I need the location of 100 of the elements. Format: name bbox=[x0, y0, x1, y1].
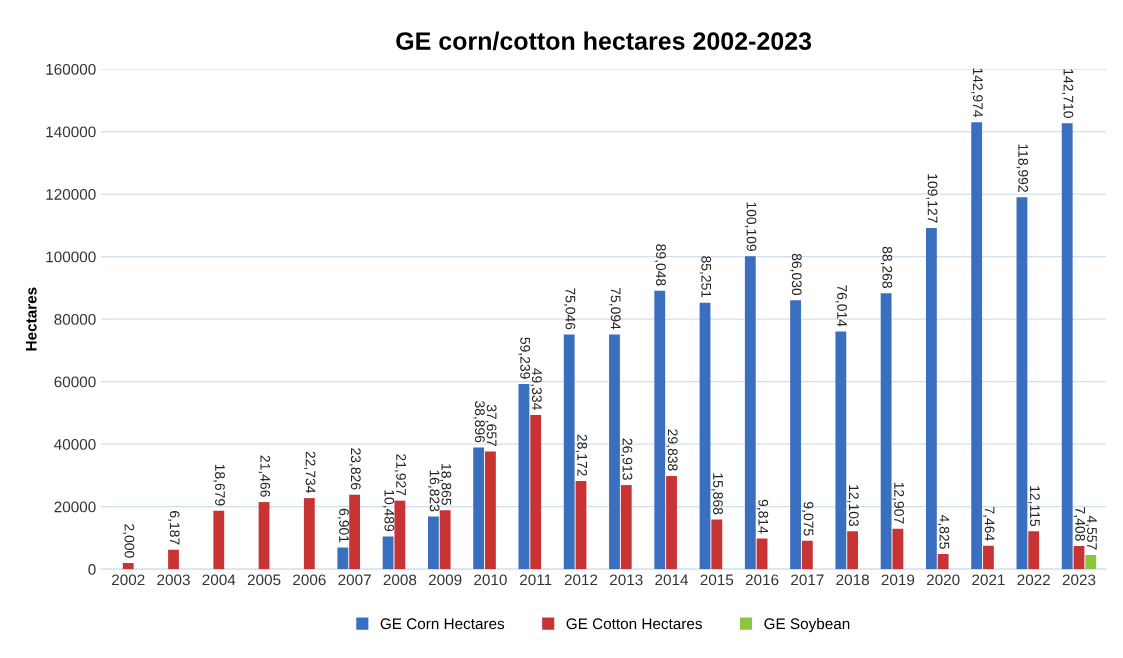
bar bbox=[518, 384, 530, 570]
chart-title: GE corn/cotton hectares 2002-2023 bbox=[396, 31, 812, 51]
x-tick-label: 2007 bbox=[338, 574, 371, 586]
data-label: 12,103 bbox=[847, 485, 859, 527]
x-tick-label: 2008 bbox=[383, 574, 417, 586]
y-tick-label: 160000 bbox=[46, 63, 96, 75]
bar bbox=[666, 475, 677, 570]
x-tick-label: 2002 bbox=[112, 574, 145, 586]
y-tick-label: 120000 bbox=[46, 188, 96, 200]
bar bbox=[1073, 546, 1085, 570]
bar bbox=[427, 516, 439, 570]
data-label: 109,127 bbox=[926, 174, 938, 223]
data-label: 29,838 bbox=[666, 429, 678, 471]
data-label: 12,907 bbox=[892, 482, 904, 524]
bar bbox=[892, 528, 904, 570]
data-label: 12,115 bbox=[1028, 486, 1040, 527]
bar bbox=[575, 481, 587, 570]
bar bbox=[880, 293, 892, 570]
data-label: 89,048 bbox=[654, 244, 666, 286]
x-tick-label: 2014 bbox=[655, 574, 689, 586]
data-label: 10,489 bbox=[382, 490, 395, 532]
x-tick-label: 2015 bbox=[700, 574, 734, 586]
x-tick-label: 2003 bbox=[157, 574, 190, 586]
bar bbox=[349, 494, 361, 570]
data-label: 85,251 bbox=[699, 256, 712, 298]
data-label: 9,814 bbox=[756, 499, 769, 534]
legend-label: GE Soybean bbox=[764, 617, 850, 633]
y-tick-label: 60000 bbox=[54, 376, 96, 388]
x-tick-label: 2012 bbox=[564, 574, 598, 586]
x-tick-label: 2018 bbox=[836, 574, 869, 586]
bar bbox=[699, 302, 711, 570]
x-tick-label: 2006 bbox=[293, 574, 326, 586]
bar bbox=[337, 547, 349, 570]
data-label: 21,927 bbox=[394, 454, 406, 496]
data-label: 76,014 bbox=[835, 285, 847, 327]
x-tick-label: 2011 bbox=[520, 574, 552, 586]
bar bbox=[258, 502, 270, 570]
data-label: 49,334 bbox=[530, 368, 542, 410]
y-tick-label: 0 bbox=[88, 564, 96, 575]
bar bbox=[983, 545, 994, 570]
data-label: 142,974 bbox=[971, 68, 983, 118]
bar bbox=[1061, 123, 1073, 570]
x-tick-label: 2010 bbox=[474, 574, 507, 586]
data-label: 7,464 bbox=[983, 507, 995, 541]
bar bbox=[473, 447, 485, 570]
bar bbox=[382, 536, 394, 570]
data-label: 100,109 bbox=[744, 202, 757, 251]
bar bbox=[213, 510, 225, 570]
x-tick-label: 2013 bbox=[610, 574, 643, 586]
bar bbox=[122, 562, 134, 570]
data-label: 4,557 bbox=[1085, 515, 1097, 550]
data-label: 6,187 bbox=[168, 511, 180, 545]
data-label: 75,046 bbox=[563, 288, 576, 330]
x-tick-label: 2005 bbox=[247, 574, 281, 586]
y-tick-label: 40000 bbox=[54, 439, 96, 450]
data-label: 28,172 bbox=[575, 434, 588, 476]
x-tick-label: 2009 bbox=[428, 574, 462, 586]
data-label: 26,913 bbox=[620, 438, 633, 480]
bar bbox=[847, 531, 859, 570]
data-label: 18,679 bbox=[213, 464, 225, 506]
data-label: 86,030 bbox=[790, 253, 802, 296]
bar bbox=[563, 334, 575, 570]
x-tick-label: 2023 bbox=[1062, 574, 1096, 586]
data-label: 38,896 bbox=[473, 400, 485, 443]
bar bbox=[654, 290, 666, 570]
data-label: 23,826 bbox=[349, 448, 361, 490]
x-tick-label: 2016 bbox=[745, 574, 779, 586]
bar bbox=[711, 519, 723, 570]
data-label: 75,094 bbox=[609, 288, 621, 330]
bar bbox=[609, 334, 620, 570]
bar bbox=[303, 498, 315, 570]
bar bbox=[744, 256, 756, 570]
bar bbox=[971, 122, 983, 570]
x-tick-label: 2022 bbox=[1017, 574, 1050, 586]
bar bbox=[801, 540, 813, 570]
data-label: 22,734 bbox=[303, 451, 316, 494]
bar bbox=[1016, 197, 1028, 570]
bar bbox=[1028, 531, 1040, 570]
data-label: 16,823 bbox=[428, 470, 440, 512]
bar bbox=[937, 554, 949, 570]
y-axis-title: Hectares bbox=[26, 287, 37, 351]
bar bbox=[756, 538, 768, 570]
bar bbox=[439, 510, 451, 570]
x-tick-label: 2021 bbox=[972, 574, 1005, 586]
data-label: 6,901 bbox=[337, 508, 349, 543]
data-label: 15,868 bbox=[711, 473, 723, 515]
bar bbox=[1085, 554, 1097, 570]
bar bbox=[620, 485, 632, 570]
bar bbox=[790, 300, 801, 570]
data-label: 142,710 bbox=[1061, 69, 1074, 118]
y-tick-label: 100000 bbox=[46, 251, 96, 263]
bar bbox=[925, 228, 937, 570]
data-label: 37,657 bbox=[485, 404, 497, 447]
x-tick-label: 2017 bbox=[791, 574, 824, 586]
x-tick-label: 2020 bbox=[926, 574, 960, 586]
data-label: 88,268 bbox=[880, 246, 893, 288]
data-label: 9,075 bbox=[801, 502, 814, 536]
data-label: 59,239 bbox=[518, 337, 531, 379]
y-tick-label: 20000 bbox=[54, 501, 96, 513]
y-tick-label: 80000 bbox=[54, 314, 96, 325]
